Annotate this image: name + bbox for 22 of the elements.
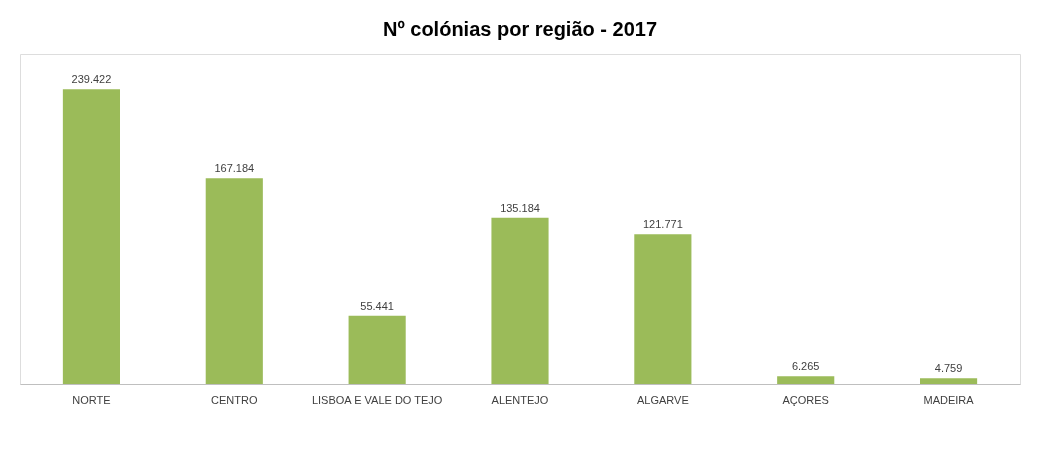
data-label: 6.265 xyxy=(791,360,820,373)
bar xyxy=(491,217,549,384)
x-tick-label: LISBOA E VALE DO TEJO xyxy=(311,393,443,406)
bar xyxy=(920,378,978,384)
x-tick-label: AÇORES xyxy=(782,393,829,406)
x-tick-label: ALENTEJO xyxy=(491,393,549,406)
bar xyxy=(348,315,406,384)
bar xyxy=(62,89,120,384)
data-label: 121.771 xyxy=(642,218,683,231)
data-label: 167.184 xyxy=(214,162,255,175)
data-label: 55.441 xyxy=(360,299,394,312)
bar xyxy=(205,178,263,384)
x-tick-label: CENTRO xyxy=(211,393,258,406)
chart-title: Nº colónias por região - 2017 xyxy=(382,18,658,40)
x-tick-label: NORTE xyxy=(72,393,111,406)
bar xyxy=(634,234,692,384)
x-tick-label: MADEIRA xyxy=(923,393,975,406)
data-label: 135.184 xyxy=(500,201,540,214)
data-label: 4.759 xyxy=(934,362,963,375)
bar xyxy=(777,376,835,384)
data-label: 239.422 xyxy=(71,73,112,86)
x-tick-label: ALGARVE xyxy=(636,393,689,406)
